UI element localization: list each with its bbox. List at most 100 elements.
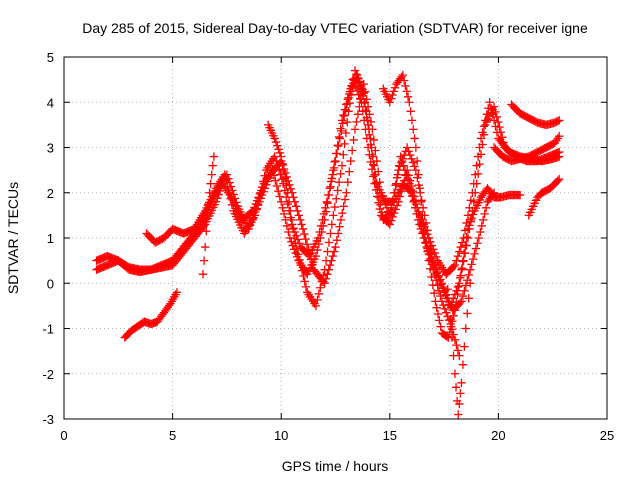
data-point bbox=[224, 188, 234, 197]
data-point bbox=[428, 280, 438, 290]
data-point bbox=[349, 135, 358, 145]
data-point bbox=[296, 215, 305, 225]
data-point bbox=[369, 172, 378, 181]
data-point bbox=[435, 316, 444, 325]
data-point bbox=[250, 211, 260, 220]
x-tick-label: 0 bbox=[60, 428, 67, 443]
data-point bbox=[402, 87, 411, 96]
data-point bbox=[357, 84, 366, 93]
data-point bbox=[350, 125, 360, 134]
data-point bbox=[209, 152, 219, 161]
data-point bbox=[436, 322, 445, 331]
data-point bbox=[444, 300, 454, 309]
data-point bbox=[462, 232, 471, 242]
data-point bbox=[398, 70, 408, 80]
data-point bbox=[388, 90, 397, 100]
data-point bbox=[339, 111, 349, 121]
y-tick-label: -3 bbox=[42, 412, 54, 427]
data-point bbox=[353, 73, 362, 83]
data-point bbox=[478, 215, 488, 225]
data-point bbox=[456, 242, 465, 252]
data-point bbox=[431, 297, 440, 306]
data-point bbox=[471, 188, 480, 197]
data-point bbox=[301, 234, 310, 244]
data-point bbox=[553, 176, 562, 185]
data-point bbox=[278, 203, 287, 213]
data-point bbox=[459, 256, 468, 265]
data-point bbox=[478, 140, 487, 149]
data-point bbox=[336, 169, 345, 179]
data-point bbox=[321, 256, 331, 265]
data-point bbox=[343, 95, 353, 104]
data-point bbox=[288, 224, 298, 234]
data-point bbox=[370, 179, 379, 188]
data-point bbox=[416, 197, 426, 206]
data-series bbox=[92, 66, 564, 419]
data-point bbox=[203, 211, 212, 220]
data-point bbox=[326, 229, 335, 238]
y-tick-labels: -3 -2 -1 0 1 2 3 4 5 bbox=[42, 50, 54, 427]
data-point bbox=[402, 170, 411, 179]
data-point bbox=[470, 249, 479, 259]
data-point bbox=[200, 242, 210, 252]
data-point bbox=[403, 174, 413, 184]
data-point bbox=[450, 260, 460, 270]
data-point bbox=[406, 107, 415, 116]
data-point bbox=[409, 197, 418, 206]
data-point bbox=[338, 208, 347, 218]
data-point bbox=[419, 233, 429, 243]
data-point bbox=[410, 134, 419, 143]
data-point bbox=[337, 126, 346, 136]
data-point bbox=[555, 174, 564, 184]
data-point bbox=[345, 98, 355, 108]
data-point bbox=[198, 270, 208, 279]
data-point bbox=[339, 110, 348, 120]
data-point bbox=[433, 309, 443, 319]
data-point bbox=[385, 98, 394, 107]
data-point bbox=[453, 346, 463, 355]
x-tick-label: 10 bbox=[274, 428, 288, 443]
data-point bbox=[437, 280, 446, 289]
data-point bbox=[255, 194, 264, 203]
data-point bbox=[442, 332, 452, 341]
data-point bbox=[316, 283, 325, 292]
data-point bbox=[321, 207, 331, 216]
data-point bbox=[326, 182, 335, 191]
data-point bbox=[397, 156, 407, 166]
data-point bbox=[329, 163, 339, 173]
data-point bbox=[362, 113, 371, 122]
data-point bbox=[273, 161, 282, 170]
data-point bbox=[405, 98, 414, 107]
data-point bbox=[202, 227, 211, 236]
data-point bbox=[453, 289, 462, 299]
data-point bbox=[387, 206, 397, 216]
data-point bbox=[467, 260, 476, 269]
data-point bbox=[493, 117, 503, 127]
data-point bbox=[499, 138, 508, 147]
data-point bbox=[361, 106, 370, 115]
data-point bbox=[457, 297, 466, 306]
data-point bbox=[442, 308, 451, 317]
series-track-8 bbox=[507, 100, 564, 130]
data-point bbox=[286, 206, 295, 216]
data-point bbox=[256, 188, 265, 197]
data-point bbox=[279, 209, 289, 219]
data-point bbox=[498, 133, 507, 142]
data-point bbox=[278, 159, 287, 168]
data-point bbox=[407, 116, 417, 125]
data-point bbox=[220, 170, 229, 179]
data-point bbox=[474, 233, 484, 243]
data-point bbox=[479, 122, 489, 131]
data-point bbox=[339, 202, 348, 211]
data-point bbox=[432, 269, 442, 278]
data-point bbox=[418, 211, 427, 220]
data-point bbox=[354, 77, 364, 86]
data-point bbox=[345, 167, 354, 176]
data-point bbox=[463, 309, 472, 318]
data-point bbox=[343, 117, 352, 127]
data-point bbox=[449, 351, 458, 360]
data-point bbox=[356, 80, 365, 90]
data-point bbox=[252, 205, 261, 214]
data-point bbox=[464, 294, 473, 303]
data-point bbox=[297, 266, 307, 275]
